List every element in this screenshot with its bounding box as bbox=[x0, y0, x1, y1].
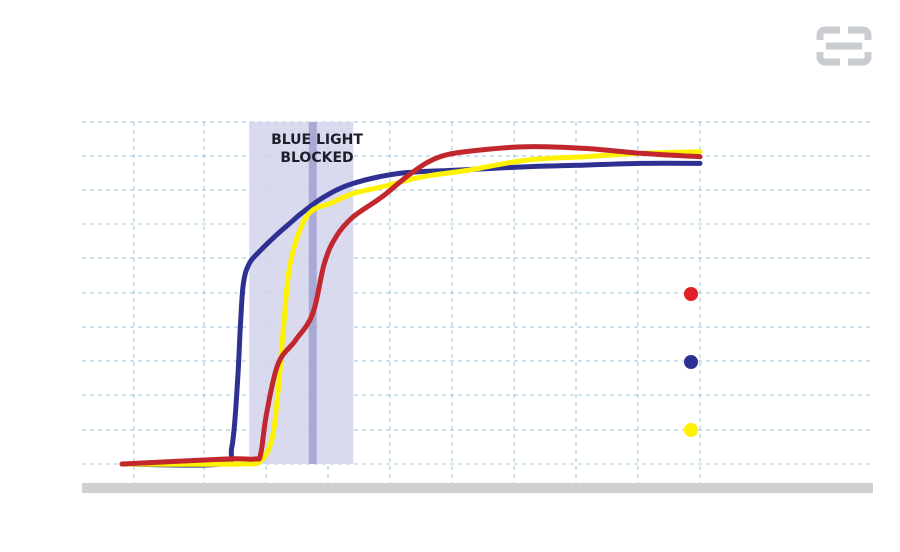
legend-marker bbox=[684, 355, 698, 369]
series-line-red bbox=[119, 144, 703, 467]
brand-logo-icon bbox=[816, 26, 872, 66]
legend bbox=[684, 287, 698, 437]
series-layer bbox=[119, 144, 703, 468]
x-axis-bar bbox=[82, 483, 873, 493]
grid bbox=[82, 121, 873, 484]
legend-marker bbox=[684, 423, 698, 437]
band-label-line2: BLOCKED bbox=[280, 150, 353, 166]
legend-marker bbox=[684, 287, 698, 301]
series-line-yellow bbox=[119, 149, 703, 467]
band-label-line1: BLUE LIGHT bbox=[271, 132, 363, 148]
blue-light-band-marker bbox=[308, 122, 317, 464]
series-line-blue bbox=[119, 160, 703, 468]
